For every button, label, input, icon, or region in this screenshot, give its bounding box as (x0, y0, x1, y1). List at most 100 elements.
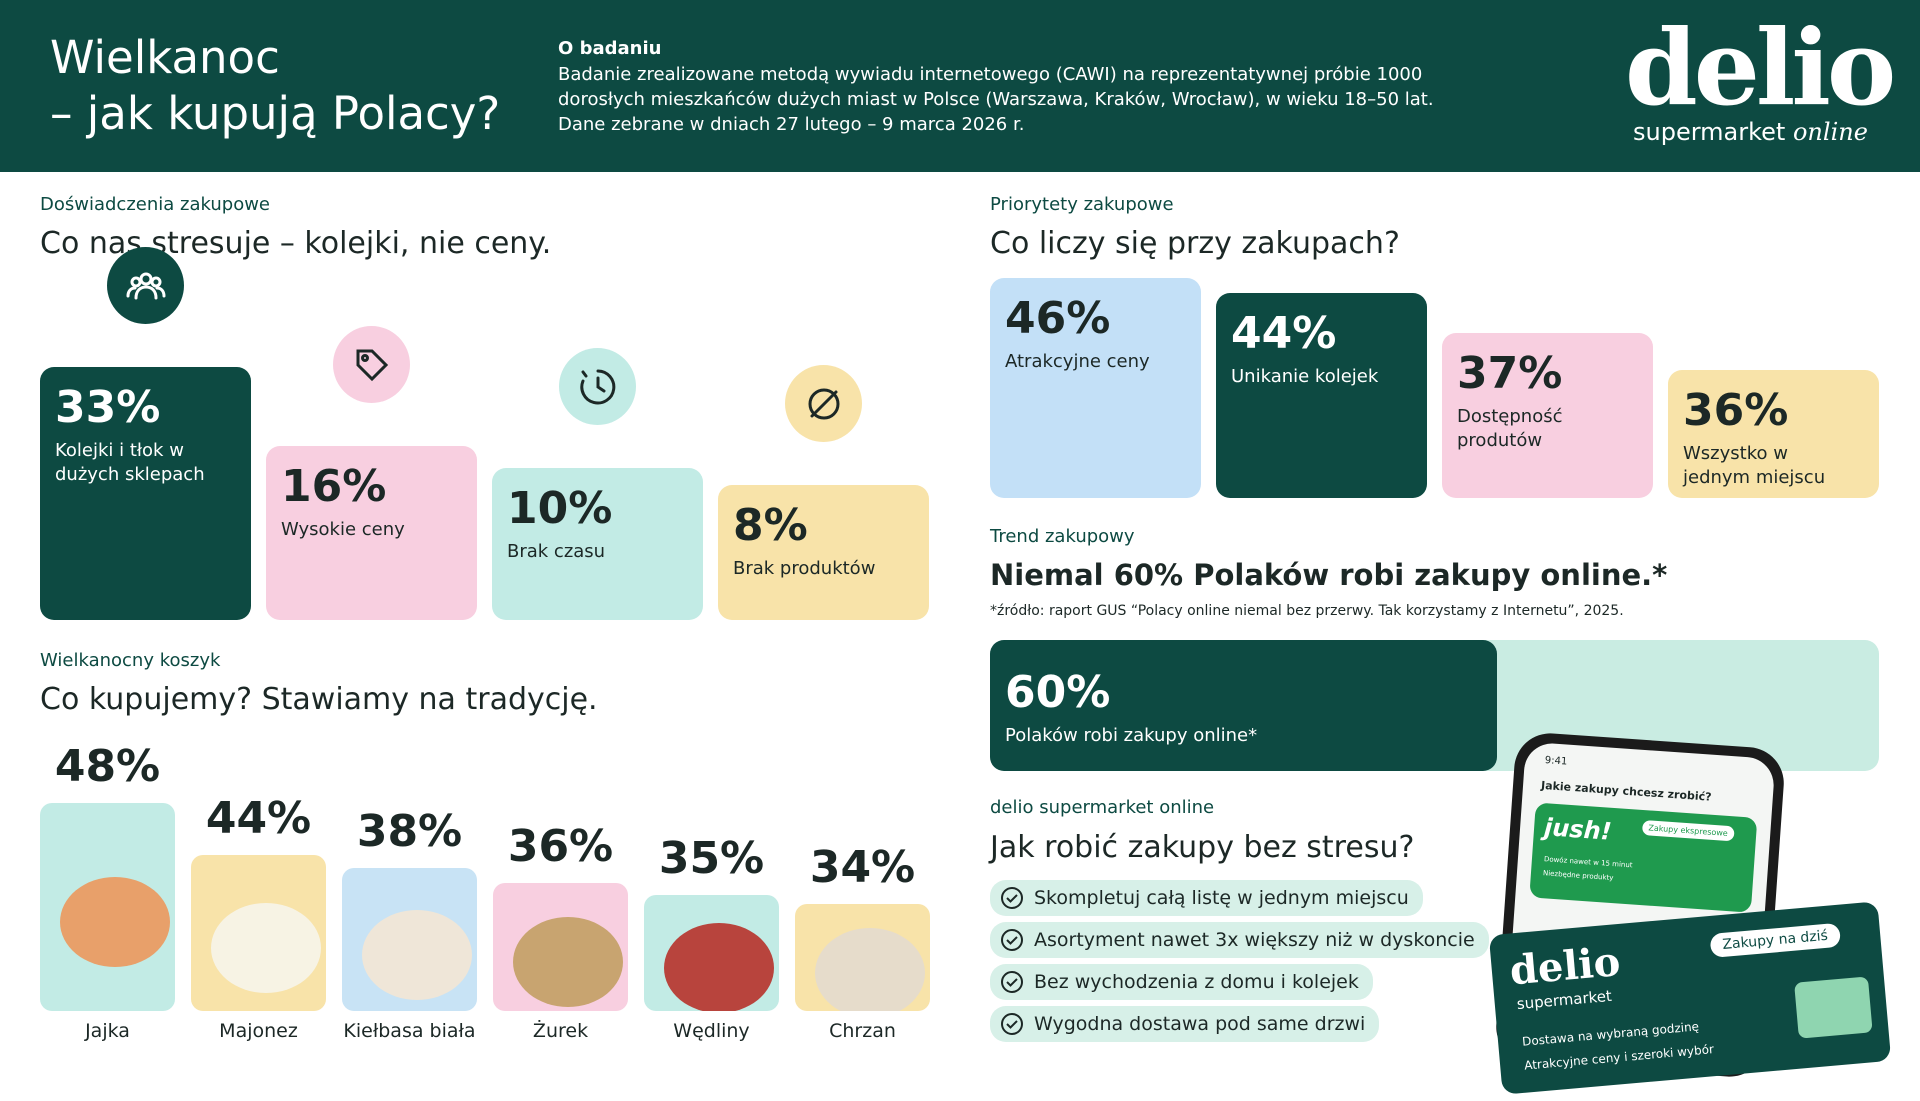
product-image (795, 904, 930, 1011)
about-line: Dane zebrane w dniach 27 lutego – 9 marc… (558, 114, 1025, 135)
basket-label: Wędliny (673, 1020, 750, 1042)
stat-box: 8% Brak produktów (718, 485, 929, 620)
priority-label: Atrakcyjne ceny (1005, 351, 1150, 372)
logo-tag: online (1792, 118, 1868, 146)
section-label: Priorytety zakupowe (990, 194, 1174, 215)
product-image (493, 883, 628, 1011)
title: Wielkanoc (50, 31, 280, 84)
benefit-text: Wygodna dostawa pod same drzwi (1034, 1013, 1366, 1035)
title: – jak kupują Polacy? (50, 87, 501, 140)
header: Wielkanoc – jak kupują Polacy? O badaniu… (0, 0, 1920, 172)
priority-value: 37% (1457, 348, 1563, 399)
card-button: Zakupy na dziś (1709, 922, 1841, 958)
product-shape (211, 903, 321, 993)
source-note: *źródło: raport GUS “Polacy online niema… (990, 603, 1624, 619)
basket-value: 34% (809, 842, 916, 893)
benefit-text: Bez wychodzenia z domu i kolejek (1034, 971, 1359, 993)
priority-box: 36% Wszystko w jednym miejscu (1668, 370, 1879, 498)
section-label: Doświadczenia zakupowe (40, 194, 271, 215)
section-label: delio supermarket online (990, 797, 1215, 818)
priority-box: 37% Dostępność produtów (1442, 333, 1653, 498)
product-shape (362, 909, 472, 1000)
card-line: Atrakcyjne ceny i szeroki wybór (1523, 1042, 1715, 1073)
section-heading: Co liczy się przy zakupach? (990, 226, 1400, 261)
basket-label: Chrzan (829, 1020, 896, 1042)
check (1001, 971, 1023, 993)
jush-line: Niezbędne produkty (1542, 869, 1614, 883)
product-shape (815, 927, 925, 1011)
icon-circle (107, 247, 184, 324)
priority-label: Unikanie kolejek (1231, 366, 1379, 387)
logo: delio (1625, 6, 1896, 129)
trend-caption: Polaków robi zakupy online* (1005, 725, 1258, 746)
basket-value: 44% (205, 793, 312, 844)
icon (356, 349, 388, 381)
priority-value: 46% (1005, 293, 1111, 344)
basket-value: 38% (356, 806, 463, 857)
check-icon (1000, 928, 1024, 952)
product-image (40, 803, 175, 1011)
promo-card: delio supermarket Zakupy na dziś Dostawa… (1488, 901, 1892, 1095)
check (1001, 1013, 1023, 1035)
about-title: O badaniu (558, 38, 662, 59)
trend-value: 60% (1005, 667, 1111, 718)
stat-label: Kolejki i tłok w dużych sklepach (55, 440, 205, 485)
logo-tagline: supermarket online (1633, 118, 1868, 146)
stat-box: 10% Brak czasu (492, 468, 703, 620)
product-image (342, 868, 477, 1011)
icon (126, 272, 165, 299)
check (1001, 929, 1023, 951)
benefit-text: Asortyment nawet 3x większy niż w dyskon… (1034, 929, 1475, 951)
benefit-pill: Skompletuj całą listę w jednym miejscu (990, 880, 1423, 916)
stat-value: 8% (733, 500, 808, 551)
icon-circle (559, 348, 636, 425)
stat-label: Brak produktów (733, 558, 876, 579)
check (1001, 887, 1023, 909)
jush-card: jush! Zakupy ekspresowe Dowóz nawet w 15… (1529, 802, 1758, 913)
logo-tag: supermarket (1633, 118, 1786, 146)
about-line: Badanie zrealizowane metodą wywiadu inte… (558, 64, 1423, 85)
basket-label: Majonez (219, 1020, 298, 1042)
van-icon (1794, 976, 1873, 1039)
basket-value: 48% (54, 741, 161, 792)
section-label: Trend zakupowy (990, 526, 1135, 547)
stat-value: 10% (507, 483, 613, 534)
icon-circle (785, 365, 862, 442)
product-shape (664, 923, 774, 1011)
basket-label: Kiełbasa biała (343, 1020, 476, 1042)
jush-line: Dowóz nawet w 15 minut (1543, 855, 1633, 870)
section-heading: Co kupujemy? Stawiamy na tradycję. (40, 682, 598, 717)
card-logo: delio (1507, 938, 1623, 995)
benefit-pill: Wygodna dostawa pod same drzwi (990, 1006, 1380, 1042)
stat-label: Wysokie ceny (281, 519, 405, 540)
priority-label: Dostępność produtów (1457, 406, 1563, 451)
stat-value: 16% (281, 461, 387, 512)
section-label: Wielkanocny koszyk (40, 650, 221, 671)
stat-label: Brak czasu (507, 541, 606, 562)
stat-box: 16% Wysokie ceny (266, 446, 477, 620)
product-image (644, 895, 779, 1011)
basket-label: Żurek (532, 1020, 589, 1042)
basket-value: 35% (658, 833, 765, 884)
check-icon (1000, 1012, 1024, 1036)
section-heading: Niemal 60% Polaków robi zakupy online.* (990, 558, 1668, 592)
icon (808, 388, 839, 419)
check-icon (1000, 886, 1024, 910)
section-heading: Jak robić zakupy bez stresu? (990, 830, 1415, 865)
benefit-text: Skompletuj całą listę w jednym miejscu (1034, 887, 1409, 909)
priority-box: 46% Atrakcyjne ceny (990, 278, 1201, 498)
icon (579, 369, 615, 404)
priority-label: Wszystko w jednym miejscu (1683, 443, 1826, 488)
about-line: dorosłych mieszkańców dużych miast w Pol… (558, 89, 1434, 110)
priority-value: 36% (1683, 385, 1789, 436)
benefit-pill: Bez wychodzenia z domu i kolejek (990, 964, 1373, 1000)
product-shape (513, 917, 623, 1007)
basket-label: Jajka (85, 1020, 130, 1042)
product-shape (60, 877, 170, 967)
phone-question: Jakie zakupy chcesz zrobić? (1540, 778, 1712, 804)
priority-value: 44% (1231, 308, 1337, 359)
express-tag: Zakupy ekspresowe (1641, 819, 1735, 842)
stat-value: 33% (55, 382, 161, 433)
stat-box: 33% Kolejki i tłok w dużych sklepach (40, 367, 251, 620)
